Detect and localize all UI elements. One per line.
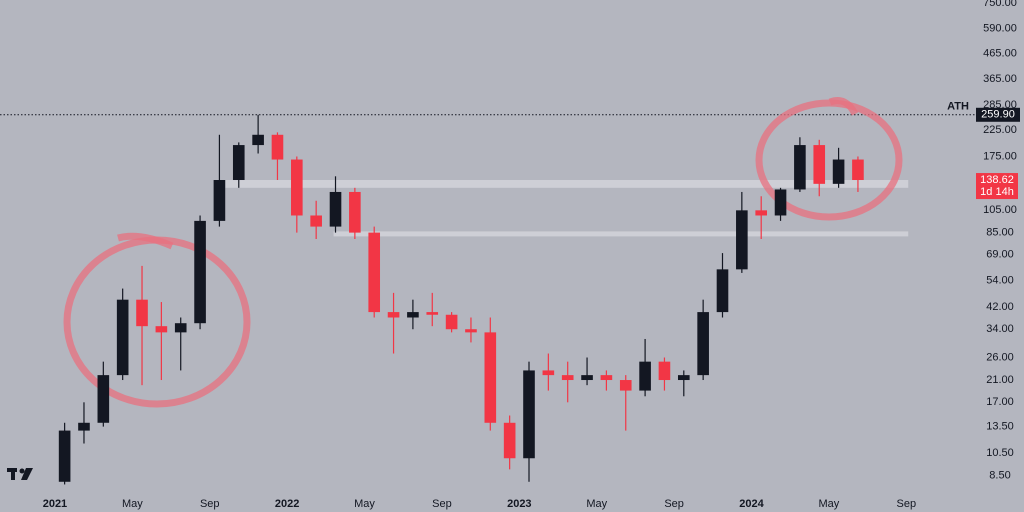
x-tick-label: 2023 <box>507 498 531 510</box>
ath-price-box <box>976 107 1020 122</box>
logo-part <box>19 468 25 474</box>
circle-2021 <box>63 236 251 408</box>
x-tick-label: Sep <box>200 498 220 510</box>
candle-body <box>387 312 400 318</box>
last-price: 138.62 <box>980 174 1014 186</box>
candle-body <box>194 220 206 324</box>
candle-body <box>794 145 806 190</box>
candle-body <box>465 329 477 333</box>
y-tick-label: 85.00 <box>986 227 1014 239</box>
x-tick-label: Sep <box>897 498 917 510</box>
candle-body <box>174 323 187 333</box>
x-tick-label: 2024 <box>739 498 764 510</box>
candle-body <box>136 299 148 327</box>
circle-tail <box>828 97 859 116</box>
countdown: 1d 14h <box>980 186 1014 198</box>
logo-part <box>11 468 15 480</box>
overlay: 8.50 10.50 13.50 17.00 21.00 26.00 34.00 42.00 5… <box>43 0 1020 510</box>
candle-body <box>97 375 110 423</box>
y-tick-label: 10.50 <box>986 447 1014 459</box>
candle-body <box>58 430 71 482</box>
x-tick-label: May <box>819 498 840 510</box>
candle-body <box>503 422 516 459</box>
candle-body <box>445 314 458 330</box>
candle-body <box>619 380 632 391</box>
candle-body <box>677 375 690 381</box>
candle-body <box>426 312 439 315</box>
y-tick-label: 365.00 <box>983 73 1017 85</box>
candle-body <box>600 375 613 381</box>
candle-body <box>291 159 303 216</box>
candle-body <box>639 361 651 391</box>
circle-tail <box>117 232 174 250</box>
candle-body <box>252 134 264 146</box>
zone <box>225 180 909 188</box>
candle-body <box>368 232 381 313</box>
candle-body <box>271 134 284 160</box>
candle-body <box>736 210 748 270</box>
y-tick-label: 175.00 <box>983 150 1017 162</box>
candle-body <box>581 375 593 381</box>
y-tick-label: 42.00 <box>986 301 1014 313</box>
y-tick-label: 8.50 <box>989 469 1010 481</box>
candle-body <box>407 312 419 318</box>
x-tick-label: Sep <box>664 498 684 510</box>
y-tick-label: 590.00 <box>983 22 1017 34</box>
candle-body <box>697 312 709 376</box>
x-tick-label: May <box>122 498 143 510</box>
y-tick-label: 105.00 <box>983 204 1017 216</box>
x-tick-label: 2021 <box>43 498 67 510</box>
candle-body <box>78 422 90 431</box>
candle-body <box>813 145 826 184</box>
candle-body <box>774 189 787 216</box>
x-tick-label: Sep <box>432 498 452 510</box>
candle-body <box>349 191 361 233</box>
zone <box>333 231 909 237</box>
candle-body <box>155 326 168 333</box>
candle-body <box>832 159 845 184</box>
y-tick-label: 465.00 <box>983 47 1017 59</box>
candle-body <box>484 332 497 423</box>
circle-2024 <box>755 99 903 221</box>
x-tick-label: May <box>354 498 375 510</box>
last-price-box <box>976 173 1018 200</box>
y-tick-label: 21.00 <box>986 374 1014 386</box>
candle-body <box>755 210 767 216</box>
candle-body <box>561 375 574 381</box>
y-tick-label: 54.00 <box>986 274 1014 286</box>
y-tick-label: 17.00 <box>986 396 1014 408</box>
y-tick-label: 26.00 <box>986 351 1014 363</box>
candle-body <box>716 269 729 313</box>
candle-body <box>116 299 129 376</box>
y-tick-label: 34.00 <box>986 323 1014 335</box>
y-tick-label: 225.00 <box>983 124 1017 136</box>
candle-body <box>232 145 245 181</box>
candle-body <box>523 370 535 459</box>
ath-price: 259.90 <box>981 109 1015 121</box>
logo-part <box>21 468 33 480</box>
x-tick-label: May <box>586 498 607 510</box>
y-tick-label: 69.00 <box>986 249 1014 261</box>
plot <box>0 2 979 493</box>
ath-label: ATH <box>947 101 969 113</box>
y-tick-label: 750.00 <box>983 0 1017 9</box>
candle-body <box>542 370 555 376</box>
y-tick-label: 13.50 <box>986 421 1014 433</box>
candle-body <box>658 361 671 381</box>
candle-body <box>310 215 322 227</box>
candle-body <box>329 191 342 227</box>
tv-logo <box>7 468 33 480</box>
highlight-circles <box>63 97 903 408</box>
candle-body <box>852 159 864 181</box>
candle-body <box>213 180 226 221</box>
x-tick-label: 2022 <box>275 498 299 510</box>
